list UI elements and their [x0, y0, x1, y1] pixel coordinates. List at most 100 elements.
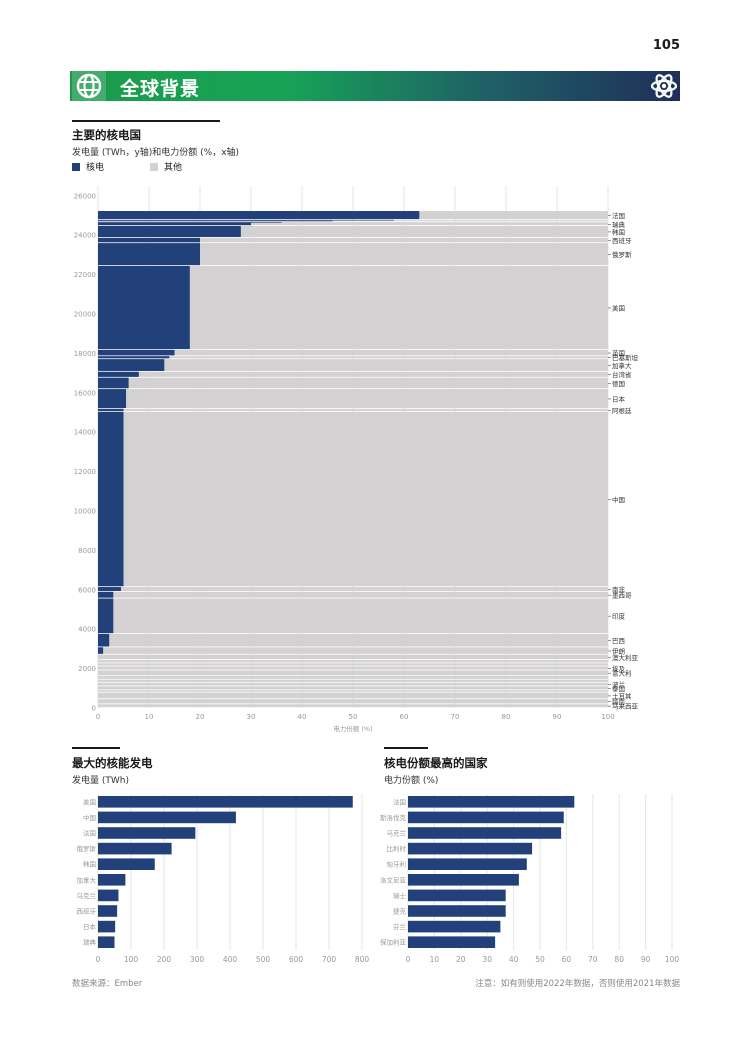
bar-segment-nuclear	[98, 647, 104, 654]
share-chart-subtitle: 电力份额 (%)	[384, 776, 439, 786]
bar-segment-other	[98, 704, 608, 708]
category-label: 日本	[83, 922, 97, 931]
section-banner: 全球背景	[70, 71, 680, 101]
bar-segment-other	[98, 243, 608, 266]
segment-label: 德国	[612, 379, 625, 388]
bar-segment-other	[98, 237, 608, 243]
category-label: 芬兰	[393, 922, 407, 931]
legend-label-nuclear: 核电	[86, 163, 105, 173]
bar-segment-other	[98, 647, 608, 654]
segment-label: 俄罗斯	[612, 250, 632, 259]
segment-label: 南非	[612, 585, 626, 594]
largest-chart-subtitle: 发电量 (TWh)	[72, 776, 129, 786]
segment-label: 马来西亚	[612, 703, 639, 711]
segment-label: 加拿大	[612, 361, 632, 370]
x-tick-label: 100	[601, 713, 614, 721]
x-tick-label: 50	[535, 955, 545, 964]
category-label: 乌克兰	[387, 829, 407, 838]
segment-label: 日本	[612, 394, 626, 403]
bar	[98, 796, 353, 808]
bar	[98, 889, 119, 902]
segment-label: 墨西哥	[612, 592, 632, 600]
bar-segment-other	[98, 591, 608, 598]
category-label: 韩国	[83, 860, 96, 869]
largest-chart-title: 最大的核能发电	[72, 756, 153, 770]
bar	[408, 811, 564, 824]
bar	[98, 874, 126, 886]
bar	[408, 796, 575, 808]
largest-generation-chart: 0 100 200 300 400 500 600 700 800 美国中国法国俄罗斯韩国加拿大乌…	[77, 794, 369, 964]
bar-segment-other	[98, 663, 608, 666]
x-tick-label: 90	[641, 955, 651, 964]
bar-segment-nuclear	[98, 211, 420, 220]
y-tick-label: 2000	[78, 665, 96, 673]
bar-segment-other	[98, 587, 608, 591]
category-label: 比利时	[387, 844, 407, 853]
category-label: 俄罗斯	[77, 844, 97, 853]
x-tick-label: 10	[145, 713, 154, 721]
x-tick-label: 90	[553, 713, 562, 721]
category-label: 法国	[83, 829, 96, 838]
y-tick-label: 4000	[78, 626, 96, 634]
segment-label: 西班牙	[612, 236, 632, 245]
x-tick-label: 80	[502, 713, 511, 721]
segment-label: 波兰	[612, 680, 626, 689]
segment-label: 美国	[612, 303, 625, 312]
y-tick-label: 6000	[78, 586, 96, 594]
bar-segment-other	[98, 356, 608, 359]
category-label: 瑞典	[83, 938, 97, 947]
bar	[98, 858, 155, 870]
segment-label: 英国	[612, 349, 625, 358]
x-tick-label: 100	[124, 955, 139, 964]
bar	[408, 858, 527, 870]
segment-label: 埃及	[612, 664, 626, 673]
bar	[408, 827, 562, 839]
main-chart-title: 主要的核电国	[72, 128, 141, 142]
bar	[98, 920, 116, 933]
bar-segment-other	[98, 666, 608, 670]
segment-label: 瑞典	[612, 220, 626, 229]
x-tick-label: 60	[562, 955, 572, 964]
segment-label: 土耳其	[612, 691, 632, 700]
bar-segment-nuclear	[98, 389, 127, 408]
y-tick-label: 14000	[74, 429, 96, 437]
segment-label: 澳大利亚	[612, 653, 639, 662]
main-chart-subtitle: 发电量 (TWh，y轴)和电力份额 (%，x轴)	[72, 148, 240, 158]
legend-item-other: 其他	[150, 160, 182, 173]
bar-segment-other	[98, 659, 608, 663]
bar-segment-nuclear	[98, 220, 333, 222]
bar-segment-other	[98, 670, 608, 676]
bar-segment-other	[98, 222, 608, 223]
legend-label-other: 其他	[164, 163, 183, 173]
section-title: 全球背景	[120, 78, 201, 100]
category-label: 法国	[393, 797, 406, 806]
bar	[98, 811, 236, 824]
segment-label: 越南	[612, 697, 626, 706]
category-label: 匈牙利	[387, 860, 407, 869]
category-label: 保加利亚	[380, 938, 407, 947]
bar-segment-nuclear	[98, 219, 394, 221]
x-tick-label: 70	[451, 713, 460, 721]
x-tick-label: 0	[96, 713, 100, 721]
x-tick-label: 0	[406, 955, 411, 964]
title-rule	[384, 747, 428, 749]
bar-segment-other	[98, 349, 608, 356]
segment-label: 阿根廷	[612, 406, 632, 415]
bar-segment-nuclear	[98, 377, 129, 389]
highest-share-chart: 0 10 20 30 40 50 60 70 80 90 100 法国斯洛伐克乌克兰比利时匈牙利斯洛文…	[380, 794, 679, 964]
y-tick-label: 0	[92, 705, 96, 713]
bar-segment-other	[98, 686, 608, 690]
y-tick-label: 12000	[74, 468, 96, 476]
segment-label: 泰国	[612, 684, 625, 693]
category-label: 西班牙	[77, 907, 97, 916]
bar-segment-nuclear	[98, 222, 251, 226]
bar-segment-nuclear	[98, 349, 175, 356]
bar-segment-other	[98, 654, 608, 660]
x-tick-label: 500	[256, 955, 271, 964]
category-label: 美国	[83, 797, 96, 806]
x-tick-label: 70	[588, 955, 598, 964]
segment-label: 法国	[612, 211, 625, 220]
bar-segment-nuclear	[98, 587, 121, 591]
x-tick-label: 600	[289, 955, 304, 964]
